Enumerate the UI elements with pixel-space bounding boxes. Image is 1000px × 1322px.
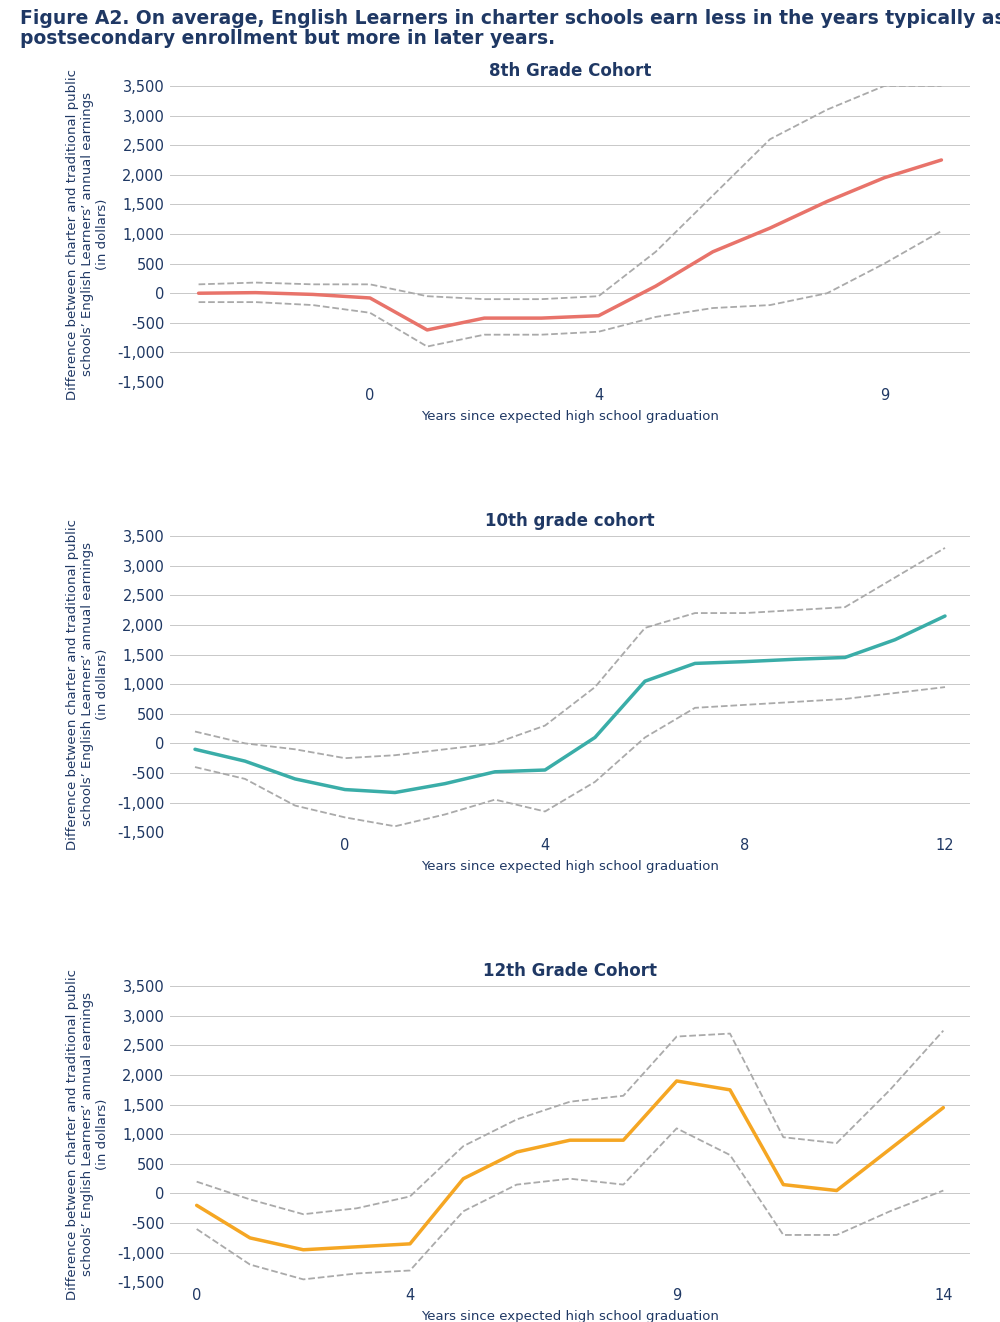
Title: 8th Grade Cohort: 8th Grade Cohort — [489, 62, 651, 81]
Text: Figure A2. On average, English Learners in charter schools earn less in the year: Figure A2. On average, English Learners … — [20, 9, 1000, 28]
X-axis label: Years since expected high school graduation: Years since expected high school graduat… — [421, 1310, 719, 1322]
Y-axis label: Difference between charter and traditional public
schools’ English Learners’ ann: Difference between charter and tradition… — [66, 69, 109, 399]
Y-axis label: Difference between charter and traditional public
schools’ English Learners’ ann: Difference between charter and tradition… — [66, 518, 109, 850]
Title: 12th Grade Cohort: 12th Grade Cohort — [483, 962, 657, 981]
X-axis label: Years since expected high school graduation: Years since expected high school graduat… — [421, 410, 719, 423]
Y-axis label: Difference between charter and traditional public
schools’ English Learners’ ann: Difference between charter and tradition… — [66, 969, 109, 1300]
Text: postsecondary enrollment but more in later years.: postsecondary enrollment but more in lat… — [20, 29, 555, 48]
Title: 10th grade cohort: 10th grade cohort — [485, 513, 655, 530]
X-axis label: Years since expected high school graduation: Years since expected high school graduat… — [421, 859, 719, 873]
